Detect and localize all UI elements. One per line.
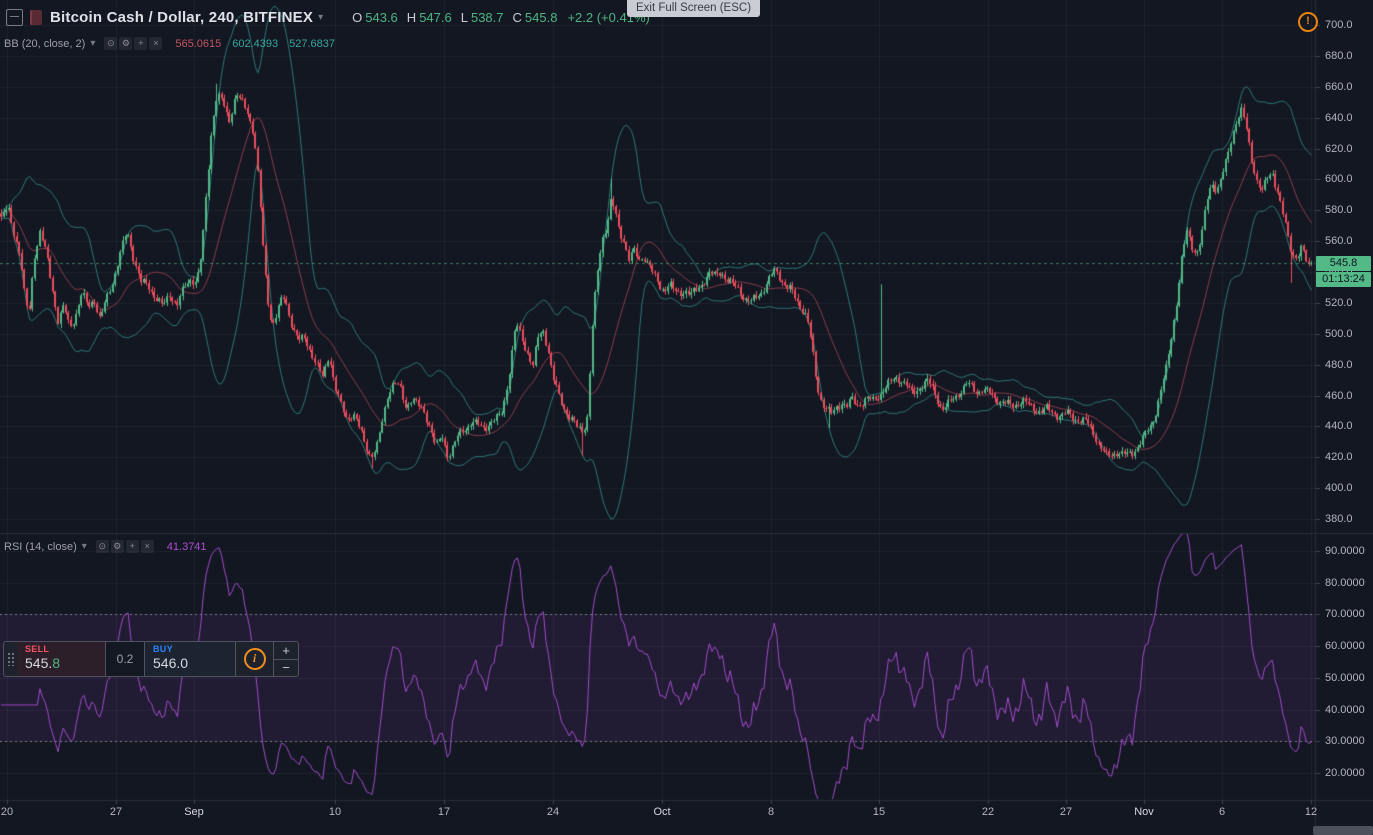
open-label: O xyxy=(352,9,363,25)
rsi-tick-label: 90.0000 xyxy=(1325,545,1365,557)
drag-dots-icon xyxy=(6,652,15,666)
rsi-indicator-buttons: ⊙ ⚙ + × xyxy=(95,540,156,553)
price-tick-label: 620.0 xyxy=(1325,142,1353,155)
eye-icon[interactable]: ⊙ xyxy=(104,37,118,50)
time-axis[interactable]: 20 27 Sep 10 17 24 Oct 8 15 22 27 Nov 6 12 xyxy=(0,800,1373,835)
price-tick-label: 560.0 xyxy=(1325,235,1353,248)
time-tick-label: 20 xyxy=(0,806,14,818)
high-value: 547.6 xyxy=(419,9,452,25)
rsi-tick-label: 70.0000 xyxy=(1325,608,1365,621)
close-icon[interactable]: × xyxy=(140,540,154,553)
eye-icon[interactable]: ⊙ xyxy=(95,540,109,553)
chevron-down-icon[interactable]: ▾ xyxy=(81,541,87,552)
rsi-value: 41.3741 xyxy=(166,540,207,553)
rsi-tick-label: 60.0000 xyxy=(1325,640,1365,653)
symbol-logo-icon xyxy=(30,9,42,25)
alert-warning-icon[interactable]: ! xyxy=(1298,12,1318,32)
close-label: C xyxy=(512,9,522,25)
symbol-title[interactable]: Bitcoin Cash / Dollar, 240, BITFINEX xyxy=(50,8,314,26)
plus-icon[interactable]: + xyxy=(125,540,139,553)
price-tick-label: 580.0 xyxy=(1325,204,1353,217)
bb-upper-value: 602.4393 xyxy=(232,37,279,50)
time-tick-label: 8 xyxy=(767,806,775,818)
spread-value: 0.2 xyxy=(105,642,144,676)
time-tick-label: Sep xyxy=(184,806,204,818)
time-tick-label: Nov xyxy=(1134,806,1154,818)
price-tick-label: 480.0 xyxy=(1325,358,1353,371)
current-price-badge: 545.8 xyxy=(1316,256,1371,271)
time-tick-label: Oct xyxy=(653,806,671,818)
price-tick-label: 420.0 xyxy=(1325,451,1353,464)
time-tick-label: 27 xyxy=(109,806,123,818)
gear-icon[interactable]: ⚙ xyxy=(110,540,124,553)
time-tick-label: 10 xyxy=(328,806,342,818)
quantity-stepper: + − xyxy=(273,642,298,676)
rsi-tick-label: 50.0000 xyxy=(1325,671,1365,684)
ohlc-values: O 543.6 H 547.6 L 538.7 C 545.8 +2.2 (+0… xyxy=(343,10,650,25)
high-label: H xyxy=(406,9,417,25)
time-tick-label: 27 xyxy=(1059,806,1073,818)
chevron-down-icon[interactable]: ▾ xyxy=(318,11,324,23)
price-tick-label: 400.0 xyxy=(1325,482,1353,495)
price-tick-label: 500.0 xyxy=(1325,327,1353,340)
rsi-tick-label: 30.0000 xyxy=(1325,735,1365,748)
rsi-indicator-label[interactable]: RSI (14, close) xyxy=(4,540,77,553)
info-icon: i xyxy=(243,648,266,670)
low-label: L xyxy=(460,9,468,25)
price-tick-label: 660.0 xyxy=(1325,80,1353,93)
bar-countdown-badge: 01:13:24 xyxy=(1316,272,1371,287)
rsi-legend-row: RSI (14, close) ▾ ⊙ ⚙ + × 41.3741 xyxy=(4,539,207,554)
price-tick-label: 680.0 xyxy=(1325,49,1353,62)
sell-label: SELL xyxy=(25,644,50,654)
sell-price: 545.8 xyxy=(25,655,61,671)
time-tick-label: 6 xyxy=(1218,806,1226,818)
rsi-tick-label: 80.0000 xyxy=(1325,576,1365,589)
buy-button[interactable]: BUY 546.0 xyxy=(144,642,235,676)
gear-icon[interactable]: ⚙ xyxy=(119,37,133,50)
time-tick-label: 15 xyxy=(872,806,886,818)
price-tick-label: 460.0 xyxy=(1325,389,1353,402)
buy-label: BUY xyxy=(153,644,173,654)
increase-button[interactable]: + xyxy=(274,642,298,660)
time-tick-label: 12 xyxy=(1304,806,1318,818)
close-value: 545.8 xyxy=(524,9,558,25)
bb-basis-value: 565.0615 xyxy=(175,37,222,50)
price-tick-label: 520.0 xyxy=(1325,296,1353,309)
time-tick-label: 24 xyxy=(546,806,560,818)
price-tick-label: 640.0 xyxy=(1325,111,1353,124)
trade-panel: SELL 545.8 0.2 BUY 546.0 i + − xyxy=(3,641,299,677)
plus-icon[interactable]: + xyxy=(134,37,148,50)
price-tick-label: 600.0 xyxy=(1325,173,1353,186)
bb-lower-value: 527.6837 xyxy=(289,37,336,50)
time-tick-label: 22 xyxy=(981,806,995,818)
bb-legend-row: BB (20, close, 2) ▾ ⊙ ⚙ + × 565.0615 602… xyxy=(4,36,335,51)
drag-handle[interactable] xyxy=(4,642,17,676)
price-axis[interactable]: 20.0000 30.0000 40.0000 50.0000 60.0000 70.00… xyxy=(1315,0,1373,800)
exit-fullscreen-tooltip: Exit Full Screen (ESC) xyxy=(627,0,761,17)
close-icon[interactable]: × xyxy=(149,37,163,50)
axis-settings-button[interactable] xyxy=(1313,826,1373,835)
bb-indicator-buttons: ⊙ ⚙ + × xyxy=(104,37,164,50)
time-tick-label: 17 xyxy=(437,806,451,818)
rsi-tick-label: 40.0000 xyxy=(1325,703,1365,716)
buy-price: 546.0 xyxy=(153,655,189,671)
price-tick-label: 380.0 xyxy=(1325,513,1353,526)
chart-header: Bitcoin Cash / Dollar, 240, BITFINEX ▾ O… xyxy=(6,7,650,27)
sell-button[interactable]: SELL 545.8 xyxy=(17,642,105,676)
decrease-button[interactable]: − xyxy=(282,660,290,676)
low-value: 538.7 xyxy=(470,9,504,25)
collapse-menu-icon[interactable] xyxy=(6,8,23,26)
info-button[interactable]: i xyxy=(235,642,273,676)
rsi-tick-label: 20.0000 xyxy=(1325,766,1365,779)
price-tick-label: 700.0 xyxy=(1325,19,1353,31)
open-value: 543.6 xyxy=(365,9,398,25)
price-tick-label: 440.0 xyxy=(1325,420,1353,433)
chevron-down-icon[interactable]: ▾ xyxy=(90,38,96,49)
bb-indicator-label[interactable]: BB (20, close, 2) xyxy=(4,37,86,50)
